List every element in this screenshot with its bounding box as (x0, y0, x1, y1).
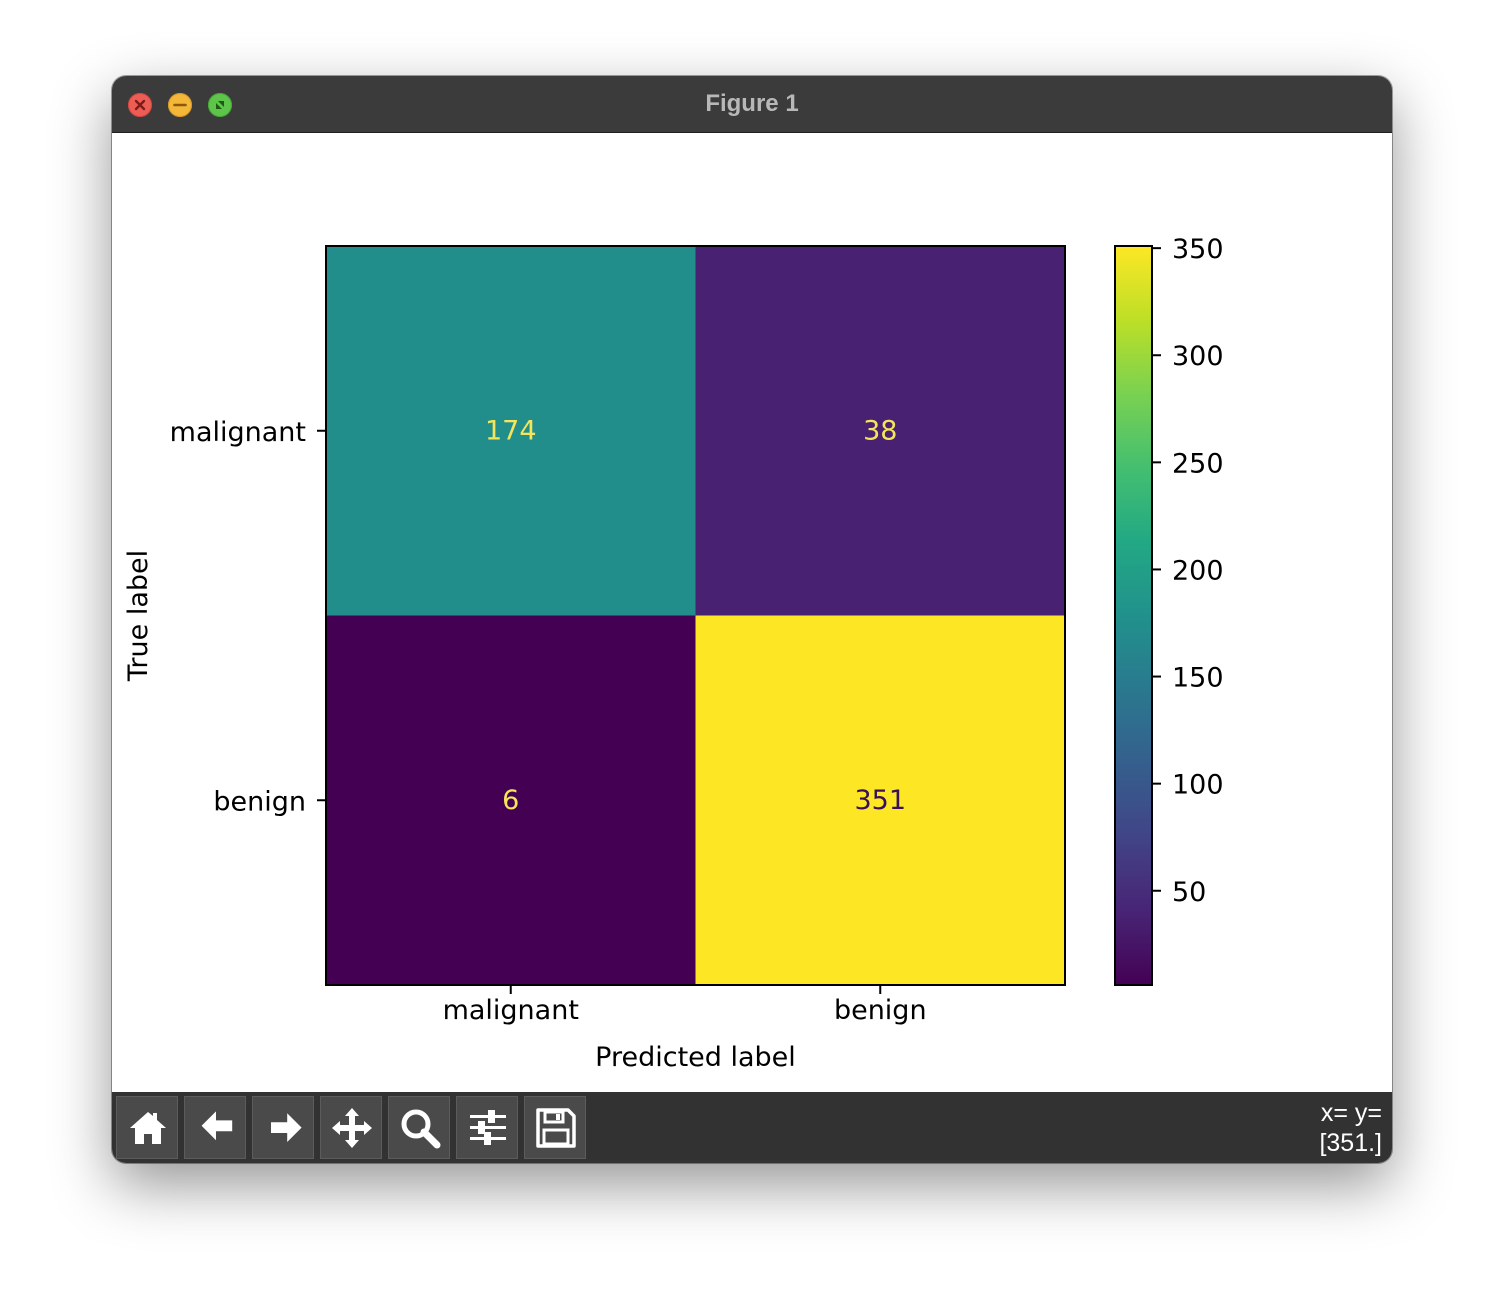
title-bar: Figure 1 (112, 76, 1392, 133)
window-title: Figure 1 (705, 90, 799, 117)
confusion-matrix-chart: 174 38 6 351 malignant benign malignant benign P… (123, 234, 1224, 1073)
colorbar-tick-label: 250 (1172, 448, 1224, 479)
forward-arrow-icon (271, 1113, 302, 1142)
back-arrow-icon (201, 1111, 233, 1141)
subplots-config-icon (470, 1110, 506, 1145)
colorbar-frame (1114, 245, 1153, 986)
heatmap-cell (695, 246, 1065, 616)
cell-value-label: 6 (502, 785, 519, 816)
home-button[interactable] (116, 1096, 178, 1159)
fullscreen-button[interactable] (208, 93, 232, 117)
zoom-button[interactable] (388, 1096, 450, 1159)
plot-frame (325, 245, 1066, 986)
fullscreen-icon (216, 101, 224, 109)
heatmap-cell (326, 615, 696, 985)
x-tick-label: malignant (443, 995, 579, 1026)
minimize-button[interactable] (168, 93, 192, 117)
navigation-toolbar: x= y= [351.] (112, 1092, 1392, 1163)
save-icon (536, 1108, 576, 1148)
y-tick-label: malignant (170, 417, 306, 448)
colorbar-tick-label: 100 (1172, 770, 1224, 801)
colorbar-tick-label: 50 (1172, 877, 1206, 908)
y-axis-label: True label (123, 550, 154, 682)
colorbar-tick-label: 150 (1172, 663, 1224, 694)
coords-line-2: [351.] (1319, 1129, 1382, 1157)
subplots-config-button[interactable] (456, 1096, 518, 1159)
figure-canvas[interactable]: 174 38 6 351 malignant benign malignant benign P… (112, 133, 1392, 1092)
x-axis-label: Predicted label (595, 1042, 796, 1073)
y-tick-label: benign (213, 786, 306, 817)
cell-value-label: 174 (485, 415, 537, 446)
cursor-coordinates: x= y= [351.] (1319, 1098, 1382, 1158)
colorbar-tick-label: 200 (1172, 555, 1224, 586)
heatmap-cell (326, 246, 696, 616)
colorbar-gradient (1115, 246, 1152, 985)
cell-value-label: 38 (863, 415, 897, 446)
figure-window: Figure 1 174 38 6 351 malignant benign maligna… (112, 76, 1392, 1163)
close-icon (134, 99, 146, 111)
colorbar-tick-label: 350 (1172, 234, 1224, 265)
home-icon (130, 1112, 166, 1144)
minimize-icon (173, 103, 187, 107)
save-button[interactable] (524, 1096, 586, 1159)
forward-button[interactable] (252, 1096, 314, 1159)
pan-icon (332, 1108, 372, 1148)
heatmap-cell (695, 615, 1065, 985)
pan-button[interactable] (320, 1096, 382, 1159)
cell-value-label: 351 (854, 785, 906, 816)
coords-line-1: x= y= (1320, 1099, 1382, 1127)
x-tick-label: benign (834, 995, 927, 1026)
zoom-icon (401, 1109, 441, 1149)
close-button[interactable] (128, 93, 152, 117)
colorbar-tick-label: 300 (1172, 341, 1224, 372)
back-button[interactable] (184, 1096, 246, 1159)
